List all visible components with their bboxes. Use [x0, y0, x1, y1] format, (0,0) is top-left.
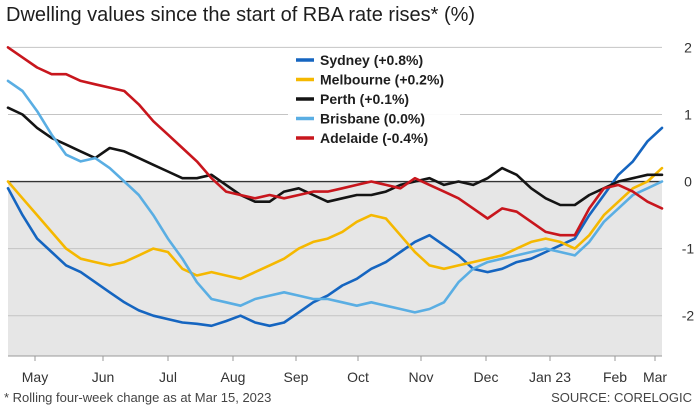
x-tick-label: Sep [284, 369, 309, 385]
legend-label: Perth (+0.1%) [320, 91, 409, 107]
series-line-brisbane [6, 79, 664, 314]
footnote: * Rolling four-week change as at Mar 15,… [4, 390, 272, 405]
series-line-melbourne [6, 166, 664, 281]
x-tick-label: Aug [221, 369, 246, 385]
legend-label: Adelaide (-0.4%) [320, 130, 428, 146]
x-tick-label: Dec [474, 369, 499, 385]
negative-region-shading [8, 181, 662, 356]
x-tick-label: May [22, 369, 48, 385]
x-tick-label: Oct [347, 369, 369, 385]
legend-label: Brisbane (0.0%) [320, 111, 425, 127]
series-line-sydney [6, 126, 664, 328]
x-tick-label: Jan 23 [529, 369, 571, 385]
x-tick-label: Feb [603, 369, 627, 385]
y-tick-label: 0 [684, 174, 692, 190]
chart-title: Dwelling values since the start of RBA r… [6, 4, 476, 26]
y-tick-label: 2 [684, 39, 692, 55]
x-tick-label: Nov [409, 369, 434, 385]
y-tick-label: -2 [682, 308, 695, 324]
legend-box [288, 48, 460, 154]
x-tick-label: Jul [159, 369, 177, 385]
y-tick-label: -1 [682, 241, 695, 257]
x-tick-label: Jun [92, 369, 115, 385]
source-credit: SOURCE: CORELOGIC [551, 390, 692, 405]
y-tick-label: 1 [684, 106, 692, 122]
legend-label: Melbourne (+0.2%) [320, 72, 444, 88]
series-line-perth [6, 106, 664, 207]
x-tick-label: Mar [643, 369, 667, 385]
series-line-adelaide [6, 46, 664, 237]
legend-label: Sydney (+0.8%) [320, 52, 423, 68]
